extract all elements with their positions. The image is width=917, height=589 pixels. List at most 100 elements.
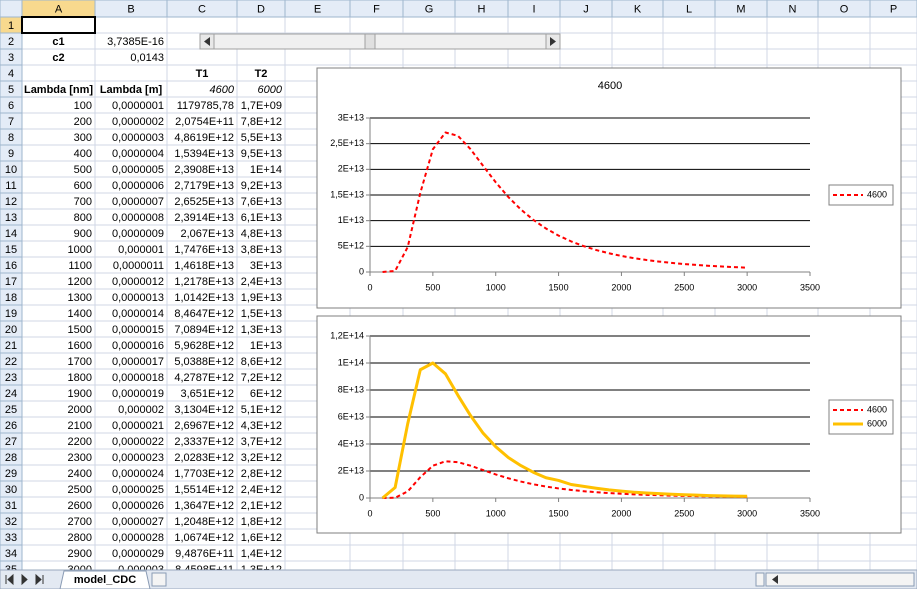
cell-text: 0,0000021 xyxy=(112,420,164,432)
cell-text: 1,8E+12 xyxy=(241,516,282,528)
row-header-label: 23 xyxy=(5,372,17,384)
legend-box xyxy=(828,399,894,435)
cell-text: 1,3E+13 xyxy=(241,324,282,336)
row-header-label: 32 xyxy=(5,516,17,528)
cell-text: 7,0894E+12 xyxy=(174,324,234,336)
cell-text: 3,8E+13 xyxy=(241,244,282,256)
row-header-label: 21 xyxy=(5,340,17,352)
sheet-tab[interactable] xyxy=(59,570,151,589)
row-header-label: 18 xyxy=(5,292,17,304)
h-scrollbar[interactable] xyxy=(765,572,915,587)
column-header-label: B xyxy=(127,3,134,15)
horizontal-scrollbar-control[interactable] xyxy=(199,33,561,50)
cell-text: 400 xyxy=(74,148,92,160)
y-tick-label: 3E+13 xyxy=(338,112,364,122)
cell-text: 5,1E+12 xyxy=(241,404,282,416)
cell-text: 1,9E+13 xyxy=(241,292,282,304)
cell-text: 4600 xyxy=(210,84,235,96)
sheet-tab-label[interactable]: model_CDC xyxy=(74,574,136,586)
cell-text: 1E+14 xyxy=(250,164,282,176)
cell-text: 1179785,78 xyxy=(177,100,234,112)
legend-label: 6000 xyxy=(867,418,887,428)
cell-text: 0,0000005 xyxy=(112,164,164,176)
row-header-label: 12 xyxy=(5,196,17,208)
cell-text: 1,0142E+13 xyxy=(174,292,234,304)
cell-text: 4,8E+13 xyxy=(241,228,282,240)
row-header-label: 34 xyxy=(5,548,17,560)
cell-text: 0,0000007 xyxy=(112,196,164,208)
row-header-label: 9 xyxy=(8,148,14,160)
chart: 0 2E+13 4E+13 6E+13 8E+13 1E+14 1,2E+14 0 500 100… xyxy=(316,315,902,534)
chart-area xyxy=(316,315,902,534)
tab-nav-buttons[interactable] xyxy=(5,573,44,586)
cell-text: 5,9628E+12 xyxy=(174,340,234,352)
cell-text: 1800 xyxy=(68,372,92,384)
x-tick-label: 2000 xyxy=(611,508,631,518)
y-tick-label: 0 xyxy=(359,266,364,276)
y-tick-label: 0 xyxy=(359,492,364,502)
cell-text: 2100 xyxy=(68,420,92,432)
row-header-label: 16 xyxy=(5,260,17,272)
cell-text: 1,2048E+12 xyxy=(174,516,234,528)
row-header-label: 25 xyxy=(5,404,17,416)
x-tick-label: 2500 xyxy=(674,282,694,292)
series-line xyxy=(381,361,748,500)
cell-text: Lambda [nm] xyxy=(24,84,93,96)
cell-text: 0,0000013 xyxy=(112,292,164,304)
row-header-label: 27 xyxy=(5,436,17,448)
y-tick-label: 1E+13 xyxy=(338,215,364,225)
cell-text: 1900 xyxy=(68,388,92,400)
cell-text: 1700 xyxy=(68,356,92,368)
cell-text: 0,0000028 xyxy=(112,532,164,544)
legend-label: 4600 xyxy=(867,189,887,199)
split-handle[interactable] xyxy=(755,572,765,587)
row-header-label: 10 xyxy=(5,164,17,176)
row-header-label: 28 xyxy=(5,452,17,464)
cell-text: 0,0000008 xyxy=(112,212,164,224)
cell-text: 2300 xyxy=(68,452,92,464)
y-tick-label: 6E+13 xyxy=(338,411,364,421)
cell-text: 1500 xyxy=(68,324,92,336)
cell-text: 1,5E+13 xyxy=(241,308,282,320)
cell-text: 0,0000014 xyxy=(112,308,164,320)
series-line xyxy=(382,131,748,273)
row-header-label: 30 xyxy=(5,484,17,496)
cell-text: 1100 xyxy=(68,260,92,272)
legend-label: 4600 xyxy=(867,404,887,414)
cell-text: 800 xyxy=(74,212,92,224)
chart-area xyxy=(316,67,902,309)
cell-text: 600 xyxy=(74,180,92,192)
scroll-track[interactable] xyxy=(199,33,561,50)
cell-text: 2,3908E+13 xyxy=(174,164,234,176)
x-tick-label: 1500 xyxy=(549,282,569,292)
y-tick-label: 5E+12 xyxy=(338,241,364,251)
arrow-icon xyxy=(550,37,556,46)
cell-text: 1000 xyxy=(68,244,92,256)
chart-title: 4600 xyxy=(598,80,622,92)
y-tick-label: 1E+14 xyxy=(338,357,364,367)
x-tick-label: 500 xyxy=(425,508,440,518)
cell-text: 2,6525E+13 xyxy=(174,196,234,208)
column-header-label: K xyxy=(634,3,642,15)
scroll-thumb[interactable] xyxy=(364,33,376,50)
cell-text: 0,0143 xyxy=(130,52,164,64)
y-tick-label: 2,5E+13 xyxy=(330,138,364,148)
cell-text: 8,4647E+12 xyxy=(174,308,234,320)
cell-text: 0,0000002 xyxy=(112,116,164,128)
cell-text: 2,4E+13 xyxy=(241,276,282,288)
new-sheet-button[interactable] xyxy=(151,572,167,587)
cell-text: 2,8E+12 xyxy=(241,468,282,480)
cell-text: 1,4618E+13 xyxy=(174,260,234,272)
cell-text: 1,4E+12 xyxy=(241,548,282,560)
cell-text: 2,6967E+12 xyxy=(174,420,234,432)
cell-text: 1,7E+09 xyxy=(241,100,282,112)
cell-text: 700 xyxy=(74,196,92,208)
row-header-label: 11 xyxy=(5,180,16,192)
cell-text: 1,7476E+13 xyxy=(174,244,234,256)
column-header-label: J xyxy=(583,3,589,15)
cell-text: 2800 xyxy=(68,532,92,544)
cell-text: 1600 xyxy=(68,340,92,352)
cell-text: 0,0000018 xyxy=(112,372,164,384)
x-tick-label: 1500 xyxy=(549,508,569,518)
